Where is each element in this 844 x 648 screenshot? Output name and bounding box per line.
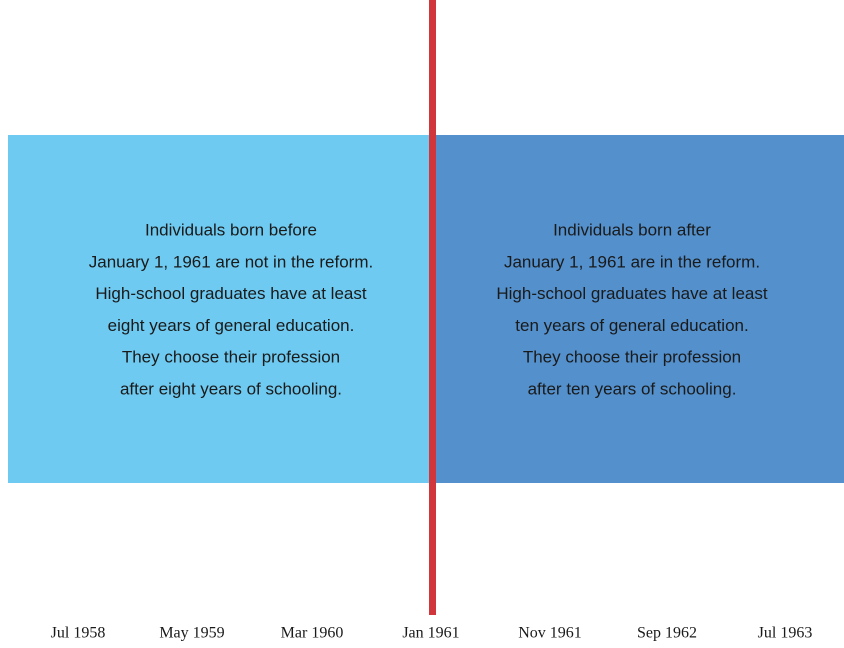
panel-text-line: They choose their profession [523, 348, 741, 367]
panel-text-line: They choose their profession [122, 348, 340, 367]
panel-text-line: ten years of general education. [515, 316, 748, 335]
left-panel [8, 135, 432, 483]
panel-text-line: after eight years of schooling. [120, 379, 342, 398]
panel-text-line: after ten years of schooling. [528, 379, 737, 398]
tick-label: Sep 1962 [637, 625, 697, 642]
tick-label: Jan 1961 [402, 625, 459, 642]
tick-label: Nov 1961 [518, 625, 582, 642]
panel-text-line: High-school graduates have at least [496, 284, 767, 303]
panel-text-line: High-school graduates have at least [95, 284, 366, 303]
tick-label: Mar 1960 [281, 625, 344, 642]
panel-text-line: January 1, 1961 are not in the reform. [89, 252, 373, 271]
panel-text-line: Individuals born after [553, 220, 711, 239]
panel-text-line: eight years of general education. [108, 316, 355, 335]
tick-label: May 1959 [159, 625, 224, 642]
tick-label: Jul 1963 [758, 625, 813, 642]
cutoff-line [429, 0, 436, 615]
panel-text-line: January 1, 1961 are in the reform. [504, 252, 760, 271]
panel-text-line: Individuals born before [145, 220, 317, 239]
right-panel [432, 135, 844, 483]
tick-label: Jul 1958 [51, 625, 106, 642]
